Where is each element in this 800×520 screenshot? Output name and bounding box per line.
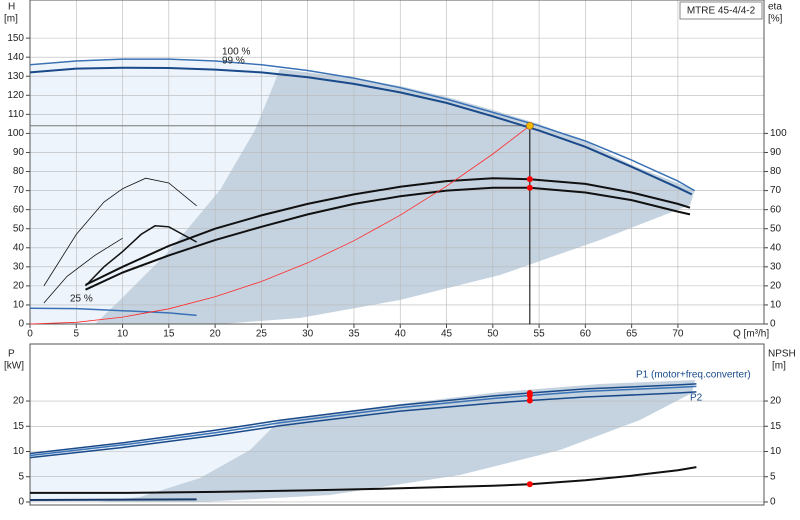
y-tick-label: 5 <box>18 471 24 482</box>
y2-tick-label: 0 <box>770 497 776 508</box>
curve <box>85 186 691 291</box>
y-tick-label: 10 <box>13 446 25 457</box>
y-tick-label: 0 <box>18 319 24 330</box>
curve <box>29 125 531 325</box>
y-tick-label: 120 <box>7 90 24 101</box>
y-tick-label: 50 <box>13 223 25 234</box>
y2-tick-label: 30 <box>770 261 782 272</box>
marker <box>526 392 533 399</box>
curve <box>29 58 695 192</box>
y-tick-label: 15 <box>13 421 25 432</box>
plot-frame <box>29 343 765 506</box>
x-tick-label: 20 <box>210 329 222 340</box>
curve-label: P2 <box>690 393 703 404</box>
curve <box>29 66 693 196</box>
axis-label: NPSH <box>768 349 796 360</box>
y-tick-label: 100 <box>7 128 24 139</box>
y2-tick-label: 40 <box>770 242 782 253</box>
curve <box>43 177 197 287</box>
x-tick-label: 50 <box>487 329 499 340</box>
y-tick-label: 10 <box>13 300 25 311</box>
x-tick-label: 30 <box>302 329 314 340</box>
title-box: MTRE 45-4/4-2 <box>679 1 763 20</box>
curve <box>43 237 123 304</box>
axis-label: H <box>8 2 15 13</box>
curve <box>29 391 697 459</box>
axis-label: [%] <box>768 14 783 25</box>
x-tick-label: 40 <box>395 329 407 340</box>
marker <box>526 481 533 488</box>
x-tick-label: 25 <box>256 329 268 340</box>
curve <box>85 177 691 286</box>
curve-label: 100 % <box>222 47 250 58</box>
x-tick-label: 0 <box>27 329 33 340</box>
y2-tick-label: 50 <box>770 223 782 234</box>
y-tick-label: 90 <box>13 147 25 158</box>
y-tick-label: 150 <box>7 33 24 44</box>
y-tick-label: 40 <box>13 242 25 253</box>
y-tick-label: 80 <box>13 166 25 177</box>
y2-tick-label: 10 <box>770 446 782 457</box>
y-tick-label: 110 <box>8 109 24 120</box>
y-tick-label: 140 <box>7 52 24 63</box>
x-tick-label: 60 <box>580 329 592 340</box>
y-tick-label: 0 <box>18 497 24 508</box>
y-tick-label: 130 <box>7 71 24 82</box>
x-tick-label: 35 <box>348 329 360 340</box>
x-tick-label: 15 <box>163 329 175 340</box>
curve <box>29 385 697 457</box>
y2-tick-label: 5 <box>770 471 776 482</box>
curve <box>84 225 197 287</box>
x-tick-label: 5 <box>73 329 79 340</box>
axis-label: [m] <box>4 14 18 25</box>
curve-label: 99 % <box>222 56 245 67</box>
marker <box>526 184 533 191</box>
y-tick-label: 20 <box>13 281 25 292</box>
marker <box>526 397 533 404</box>
y2-tick-label: 70 <box>770 185 782 196</box>
y2-tick-label: 20 <box>770 396 782 407</box>
x-tick-label: 10 <box>117 329 129 340</box>
curve <box>29 383 697 455</box>
x-tick-label: 70 <box>672 329 684 340</box>
plot-frame <box>29 0 765 325</box>
y2-tick-label: 15 <box>770 421 782 432</box>
y-tick-label: 30 <box>13 261 25 272</box>
axis-label: [m] <box>772 361 786 372</box>
y2-tick-label: 90 <box>770 147 782 158</box>
marker <box>526 176 533 183</box>
axis-label: eta <box>768 2 782 13</box>
chart-title: MTRE 45-4/4-2 <box>687 6 756 17</box>
y-tick-label: 20 <box>13 396 25 407</box>
range-dark <box>95 380 695 502</box>
curve <box>30 466 697 494</box>
x-tick-label: 45 <box>441 329 453 340</box>
y2-tick-label: 60 <box>770 204 782 215</box>
axis-label: Q [m³/h] <box>733 329 769 340</box>
axis-label: [kW] <box>4 361 24 372</box>
axis-label: P <box>8 349 15 360</box>
y2-tick-label: 10 <box>770 300 782 311</box>
y-tick-label: 70 <box>13 185 25 196</box>
x-tick-label: 65 <box>626 329 638 340</box>
curve-label: P1 (motor+freq.converter) <box>636 370 751 381</box>
title-frame <box>679 1 763 20</box>
y-tick-label: 60 <box>13 204 25 215</box>
range-light <box>30 420 280 502</box>
curve-label: 25 % <box>70 294 93 305</box>
y2-tick-label: 80 <box>770 166 782 177</box>
y2-tick-label: 0 <box>770 319 776 330</box>
y2-tick-label: 20 <box>770 281 782 292</box>
operating-point <box>526 121 534 130</box>
x-tick-label: 55 <box>534 329 546 340</box>
y2-tick-label: 100 <box>770 128 787 139</box>
curve <box>29 307 197 317</box>
curve <box>29 498 197 501</box>
